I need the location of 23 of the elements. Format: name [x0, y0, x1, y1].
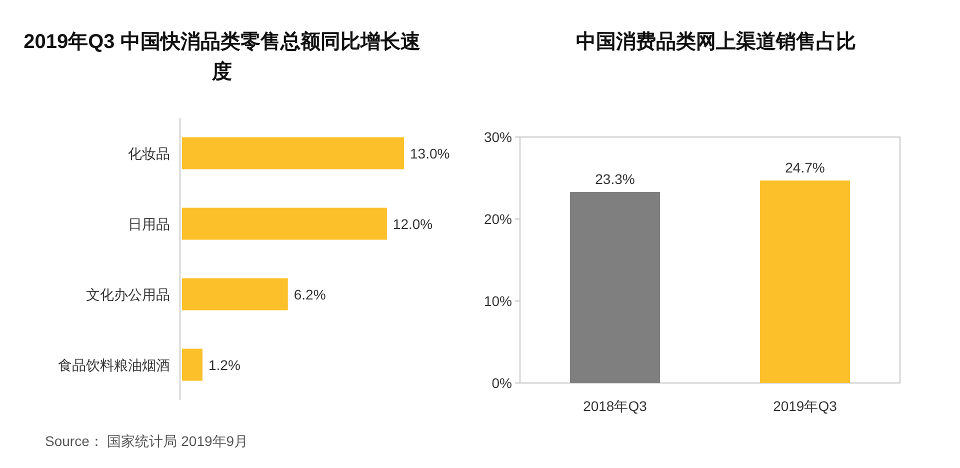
- x-tick-label: 2019年Q3: [773, 398, 838, 414]
- x-tick-label: 2018年Q3: [583, 398, 648, 414]
- data-label: 23.3%: [595, 170, 635, 187]
- bar: [182, 278, 288, 310]
- chart-title: 2019年Q3 中国快消品类零售总额同比增长速度: [24, 30, 420, 83]
- y-tick-label: 30%: [484, 129, 512, 145]
- bar: [182, 348, 202, 381]
- y-tick-label: 10%: [484, 293, 512, 309]
- y-tick-label: 化妆品: [128, 145, 170, 162]
- data-label: 6.2%: [294, 286, 326, 302]
- source-note: Source： 国家统计局 2019年9月: [45, 433, 248, 449]
- data-label: 1.2%: [208, 356, 240, 373]
- y-tick-label: 日用品: [128, 216, 170, 232]
- y-tick-label: 文化办公用品: [86, 286, 170, 302]
- y-tick-label: 20%: [484, 211, 512, 227]
- bar: [182, 208, 387, 240]
- bar: [182, 137, 404, 170]
- chart-title: 中国消费品类网上渠道销售占比: [576, 30, 856, 53]
- data-label: 13.0%: [410, 145, 450, 162]
- y-tick-label: 食品饮料粮油烟酒: [58, 356, 170, 373]
- y-tick-label: 0%: [492, 375, 512, 391]
- data-label: 12.0%: [392, 216, 433, 232]
- data-label: 24.7%: [785, 159, 825, 176]
